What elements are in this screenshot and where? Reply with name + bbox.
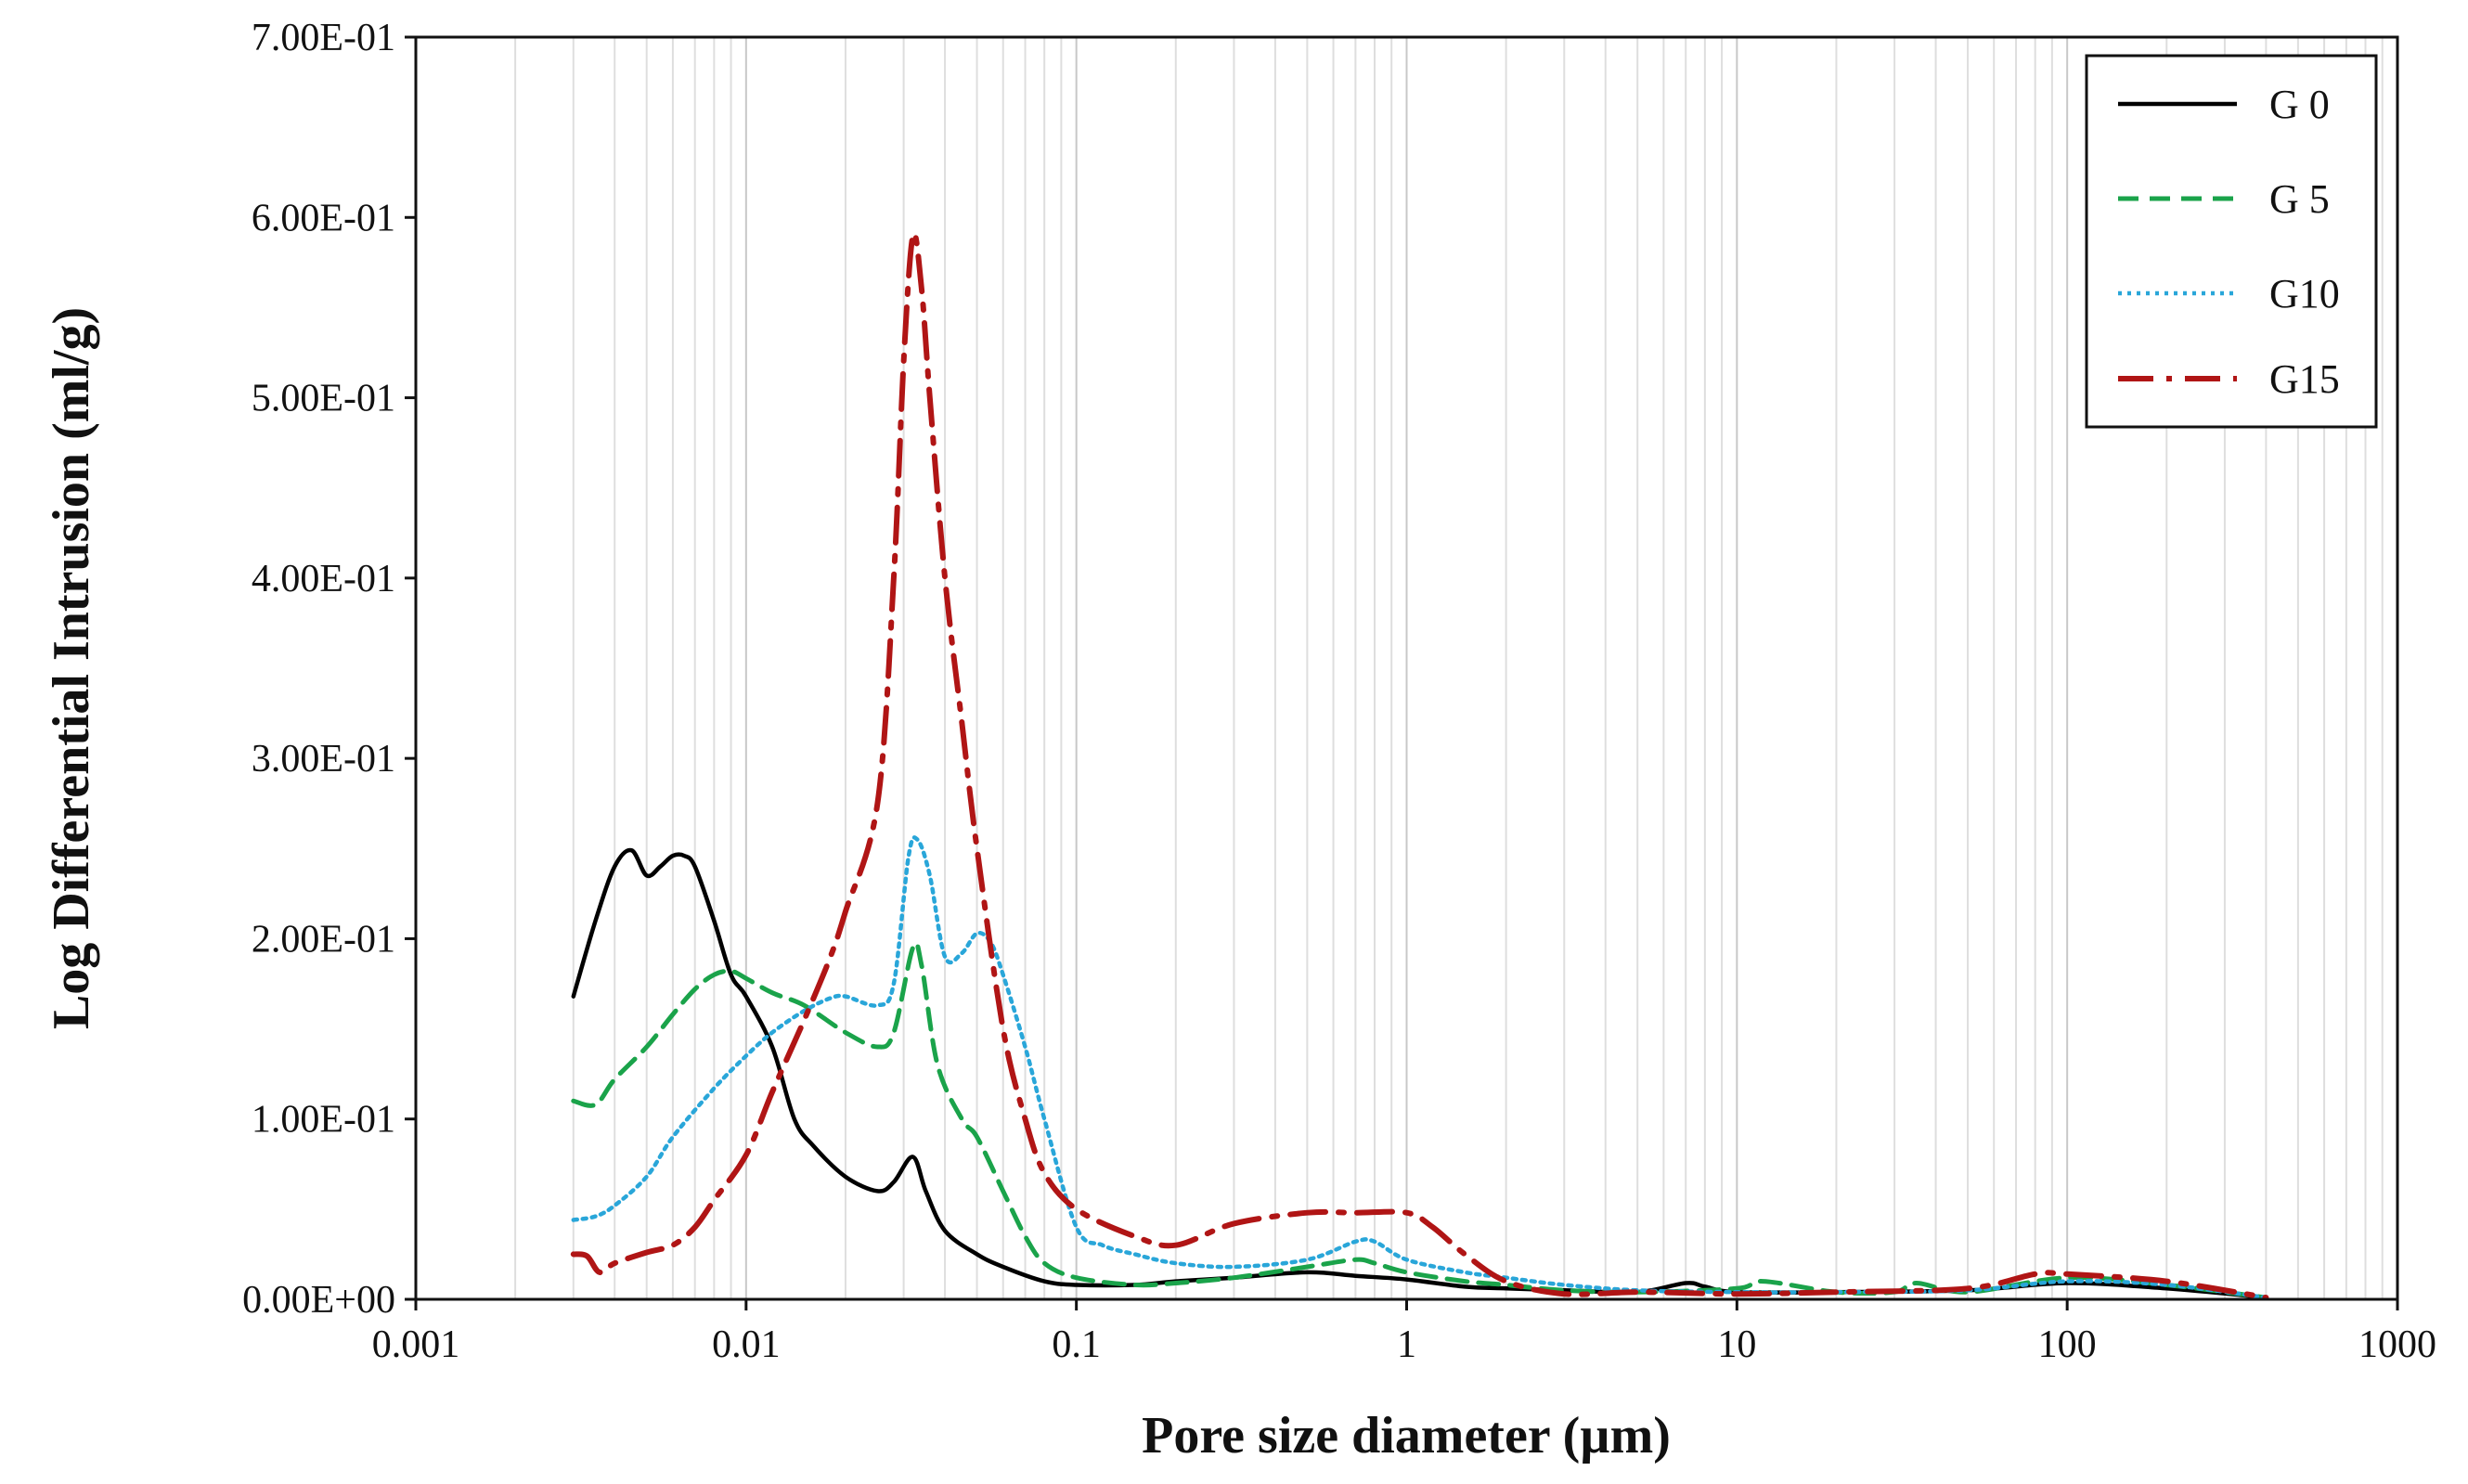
gridlines	[514, 37, 2384, 1299]
y-axis-title: Log Differential Intrusion (ml/g)	[43, 307, 100, 1029]
series-line-g10	[571, 835, 2268, 1300]
y-tick-label: 0.00E+00	[242, 1279, 395, 1322]
y-tick-label: 6.00E-01	[252, 197, 395, 239]
x-tick-label: 0.001	[372, 1323, 460, 1366]
x-tick-label: 0.01	[712, 1323, 781, 1366]
x-tick-label: 1000	[2358, 1323, 2436, 1366]
legend-label: G 5	[2269, 176, 2330, 222]
y-tick-label: 5.00E-01	[252, 378, 395, 420]
series-line-g15	[570, 230, 2269, 1301]
y-tick-label: 7.00E-01	[252, 17, 395, 59]
y-tick-label: 3.00E-01	[252, 738, 395, 781]
y-tick-label: 2.00E-01	[252, 918, 395, 961]
legend-label: G10	[2269, 271, 2340, 316]
y-axis-ticks: 0.00E+00 1.00E-01 2.00E-01 3.00E-01 4.00E-01…	[242, 17, 416, 1322]
x-tick-label: 0.1	[1052, 1323, 1101, 1366]
x-tick-label: 100	[2038, 1323, 2097, 1366]
series-line-g5	[571, 940, 2268, 1300]
x-tick-label: 10	[1717, 1323, 1756, 1366]
series-lines	[570, 230, 2269, 1301]
series-line-g0	[571, 847, 2268, 1300]
legend: G 0 G 5 G10 G15	[2085, 54, 2378, 429]
legend-label: G 0	[2269, 82, 2330, 127]
legend-label: G15	[2269, 356, 2340, 402]
legend-items: G 0 G 5 G10 G15	[2118, 82, 2340, 402]
x-tick-label: 1	[1397, 1323, 1416, 1366]
y-tick-label: 4.00E-01	[252, 558, 395, 600]
legend-box	[2085, 54, 2378, 429]
x-axis-ticks: 0.001 0.01 0.1 1 10 100 1000	[372, 1299, 2436, 1366]
x-axis-title: Pore size diameter (µm)	[1142, 1407, 1671, 1465]
y-tick-label: 1.00E-01	[252, 1099, 395, 1142]
